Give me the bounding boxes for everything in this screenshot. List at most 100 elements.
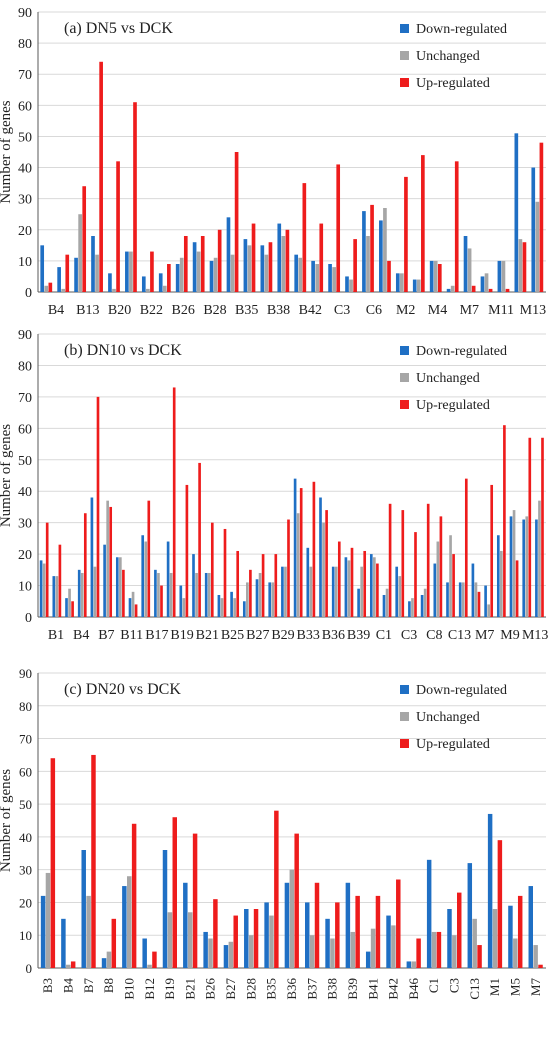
bar-unchanged [247, 245, 252, 292]
bar-up [375, 895, 381, 968]
bar-up [150, 251, 154, 292]
bar-down [40, 245, 45, 292]
bar-up [185, 484, 189, 617]
chart-title: (c) DN20 vs DCK [64, 681, 181, 698]
y-tick-label: 20 [19, 895, 32, 910]
bar-down [345, 882, 351, 968]
legend-label-down: Down-regulated [416, 683, 507, 698]
bar-up [452, 554, 455, 617]
bar-down [369, 554, 373, 617]
bar-unchanged [452, 935, 457, 968]
legend-swatch-down [400, 685, 409, 694]
bar-down [325, 918, 330, 968]
y-tick-label: 20 [18, 548, 32, 563]
bar-up [396, 879, 401, 968]
bar-down [40, 895, 46, 968]
bar-unchanged [500, 550, 503, 617]
bar-down [175, 264, 180, 292]
chart-panel-1: 0 10 20 30 40 50 60 70 80 90 Number of genes B4 B13 B… [0, 6, 546, 318]
bar-down [81, 850, 86, 968]
bar-unchanged [433, 260, 438, 292]
x-tick-label: B17 [145, 628, 168, 643]
legend-swatch-down [400, 24, 409, 33]
legend-label-up: Up-regulated [416, 76, 490, 91]
bar-up [287, 519, 290, 617]
bar-down [496, 535, 500, 617]
bar-down [528, 886, 533, 968]
y-tick-label: 70 [18, 391, 32, 406]
bar-down [487, 813, 493, 968]
bar-unchanged [330, 938, 335, 968]
bar-down [522, 519, 526, 617]
bar-unchanged [269, 915, 274, 968]
bar-up [147, 500, 151, 617]
y-tick-label: 80 [18, 359, 32, 374]
bar-up [48, 282, 53, 292]
x-tick-label: B4 [48, 303, 64, 318]
bar-up [200, 236, 205, 292]
x-tick-label: B25 [221, 628, 244, 643]
bar-down [61, 918, 66, 968]
bar-unchanged [309, 935, 315, 968]
bar-up [233, 915, 238, 968]
x-tick-label: B27 [246, 628, 269, 643]
bar-unchanged [391, 925, 396, 968]
y-tick-label: 70 [19, 732, 32, 747]
bar-unchanged [207, 572, 211, 617]
bar-up [249, 569, 252, 617]
bar-unchanged [129, 251, 133, 292]
bar-unchanged [144, 541, 148, 617]
y-tick-label: 40 [19, 830, 32, 845]
y-tick-label: 80 [18, 37, 32, 52]
bar-down [264, 902, 269, 968]
bar-up [387, 260, 391, 292]
bar-unchanged [347, 560, 351, 617]
bar-unchanged [208, 938, 213, 968]
y-tick-label: 80 [19, 699, 32, 714]
bar-unchanged [461, 582, 465, 617]
bar-down [386, 915, 391, 968]
bar-up [497, 840, 503, 968]
bar-unchanged [167, 912, 173, 968]
x-tick-label: B33 [297, 628, 320, 643]
bar-up [528, 437, 532, 617]
bar-up [363, 550, 367, 617]
bar-unchanged [309, 566, 313, 617]
bar-unchanged [86, 895, 91, 968]
bar-unchanged [119, 557, 122, 617]
bar-unchanged [350, 931, 355, 968]
x-tick-label: B42 [386, 978, 401, 1000]
bar-unchanged [296, 513, 300, 617]
bar-up [404, 176, 408, 292]
x-tick-label: B21 [196, 628, 219, 643]
bar-unchanged [220, 598, 224, 617]
bar-unchanged [373, 557, 376, 617]
bar-unchanged [162, 285, 167, 292]
bar-down [305, 902, 310, 968]
bar-up [477, 591, 481, 617]
x-tick-label: M2 [396, 303, 415, 318]
bar-unchanged [182, 598, 186, 617]
bar-unchanged [492, 909, 498, 968]
bar-down [514, 133, 519, 292]
bar-unchanged [258, 572, 262, 617]
bar-down [242, 601, 246, 617]
bar-up [522, 242, 527, 292]
bar-up [505, 288, 510, 292]
bar-unchanged [248, 935, 254, 968]
legend-label-down: Down-regulated [416, 22, 507, 37]
bar-up [350, 547, 354, 617]
bar-unchanged [411, 961, 416, 968]
bar-up [515, 560, 519, 617]
bar-unchanged [55, 576, 59, 617]
y-axis-label: Number of genes [0, 424, 14, 527]
bar-down [420, 594, 424, 617]
bar-up [65, 254, 70, 292]
bar-up [172, 387, 176, 617]
bar-down [103, 544, 106, 617]
bar-unchanged [383, 208, 387, 292]
bar-down [204, 572, 208, 617]
bar-up [319, 223, 324, 292]
y-axis-label: Number of genes [0, 769, 14, 872]
bar-down [508, 905, 513, 968]
